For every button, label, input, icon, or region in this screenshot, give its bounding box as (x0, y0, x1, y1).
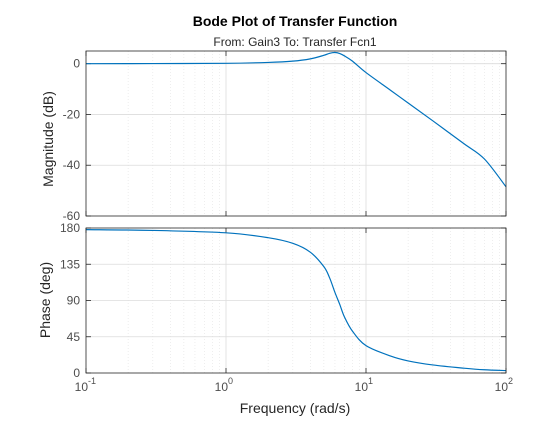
x-tick-exponent: 1 (368, 376, 373, 386)
magnitude-series-line (85, 51, 507, 188)
phase-series-line (85, 229, 507, 372)
phase-y-tick-label: 135 (60, 257, 80, 271)
magnitude-axes-box (85, 50, 507, 217)
phase-y-tick-label: 45 (67, 330, 81, 344)
magnitude-axis-label: Magnitude (dB) (40, 91, 56, 187)
phase-y-tick-label: 90 (67, 294, 81, 308)
phase-axis-label: Phase (deg) (37, 262, 53, 338)
magnitude-plot-area (86, 51, 506, 216)
phase-y-tick-label: 0 (73, 366, 80, 380)
magnitude-y-tick-label: -40 (63, 158, 81, 172)
magnitude-y-tick-label: -20 (63, 107, 81, 121)
x-axis-label: Frequency (rad/s) (240, 400, 350, 416)
magnitude-panel: 0 -20 -40 -60 (63, 50, 507, 223)
x-tick-exponent: 0 (228, 376, 233, 386)
chart-subtitle: From: Gain3 To: Transfer Fcn1 (213, 35, 376, 49)
phase-panel: 180 135 90 45 0 (60, 221, 507, 380)
x-tick-label: 10 (75, 380, 89, 394)
phase-axes-box (85, 227, 507, 374)
phase-y-tick-label: 180 (60, 221, 80, 235)
x-tick-labels: 10 -1 10 0 10 1 10 2 (75, 376, 513, 394)
x-tick-label: 10 (355, 380, 369, 394)
x-tick-label: 10 (215, 380, 229, 394)
magnitude-y-tick-label: -60 (63, 209, 81, 223)
x-tick-exponent: -1 (88, 376, 96, 386)
chart-title: Bode Plot of Transfer Function (193, 13, 398, 29)
magnitude-y-tick-label: 0 (73, 57, 80, 71)
x-tick-label: 10 (495, 380, 509, 394)
x-tick-exponent: 2 (508, 376, 513, 386)
